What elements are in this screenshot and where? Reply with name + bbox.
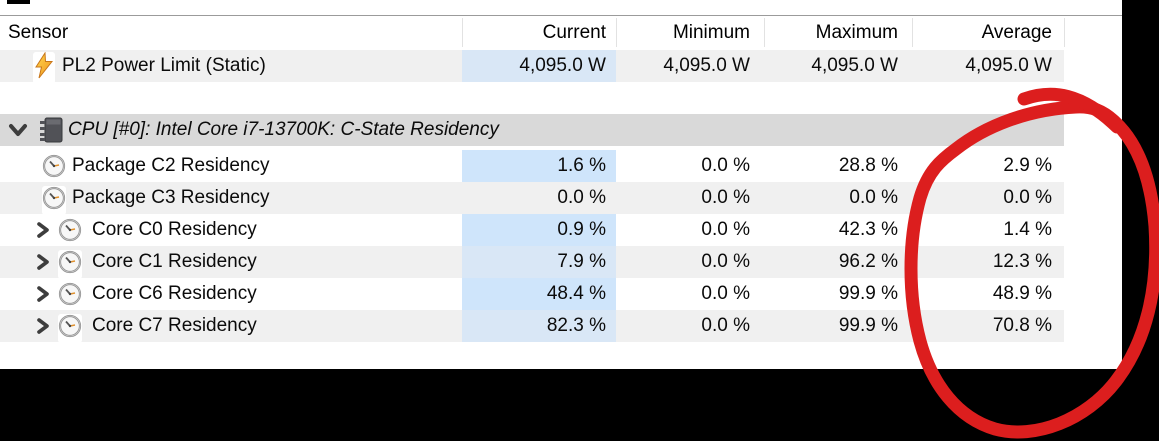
sensor-row[interactable]: Package C2 Residency 1.6 % 0.0 % 28.8 % 2.9 … — [0, 150, 1064, 183]
value-maximum: 0.0 % — [849, 187, 898, 208]
column-header-average[interactable]: Average — [981, 22, 1052, 43]
value-average: 2.9 % — [1003, 155, 1052, 176]
value-current: 1.6 % — [462, 150, 616, 182]
value-average: 48.9 % — [992, 283, 1052, 304]
header-top-border — [0, 15, 1122, 16]
clock-icon — [58, 218, 82, 247]
chip-icon — [38, 116, 64, 149]
value-maximum: 99.9 % — [838, 283, 898, 304]
value-average: 1.4 % — [1003, 219, 1052, 240]
column-divider[interactable] — [462, 18, 463, 47]
chevron-right-icon[interactable] — [36, 221, 50, 244]
value-maximum: 4,095.0 W — [811, 55, 898, 76]
sensor-name: Core C0 Residency — [92, 219, 257, 240]
sensor-name: Core C7 Residency — [92, 315, 257, 336]
sensor-row[interactable]: Package C3 Residency 0.0 % 0.0 % 0.0 % 0.0 % — [0, 182, 1064, 215]
sensor-name: Core C6 Residency — [92, 283, 257, 304]
value-current: 0.0 % — [557, 187, 606, 208]
value-maximum: 96.2 % — [838, 251, 898, 272]
value-minimum: 0.0 % — [701, 187, 750, 208]
value-minimum: 0.0 % — [701, 315, 750, 336]
sensor-row[interactable]: PL2 Power Limit (Static) 4,095.0 W 4,095.0… — [0, 50, 1064, 84]
column-divider[interactable] — [616, 18, 617, 47]
value-current: 48.4 % — [462, 278, 616, 310]
window-edge-fragment — [7, 0, 30, 4]
value-maximum: 28.8 % — [838, 155, 898, 176]
sensor-group-title: CPU [#0]: Intel Core i7-13700K: C-State … — [68, 119, 499, 140]
column-header-sensor[interactable]: Sensor — [8, 22, 69, 43]
value-current: 0.9 % — [462, 214, 616, 246]
value-average: 12.3 % — [992, 251, 1052, 272]
chevron-right-icon[interactable] — [36, 317, 50, 340]
value-average: 70.8 % — [992, 315, 1052, 336]
lightning-icon — [33, 51, 55, 84]
value-maximum: 42.3 % — [838, 219, 898, 240]
value-average: 0.0 % — [1003, 187, 1052, 208]
clock-icon — [42, 186, 66, 215]
sensor-row[interactable]: Core C0 Residency 0.9 % 0.0 % 42.3 % 1.4 % — [0, 214, 1064, 247]
chevron-right-icon[interactable] — [36, 285, 50, 308]
value-minimum: 0.0 % — [701, 283, 750, 304]
table-header-row: Sensor Current Minimum Maximum Average — [0, 16, 1122, 49]
sensor-name: Core C1 Residency — [92, 251, 257, 272]
value-average: 4,095.0 W — [965, 55, 1052, 76]
value-current: 4,095.0 W — [462, 50, 616, 82]
chevron-right-icon[interactable] — [36, 253, 50, 276]
value-minimum: 0.0 % — [701, 251, 750, 272]
sensor-row[interactable]: Core C6 Residency 48.4 % 0.0 % 99.9 % 48.9 % — [0, 278, 1064, 311]
value-minimum: 0.0 % — [701, 219, 750, 240]
sensor-row[interactable]: Core C1 Residency 7.9 % 0.0 % 96.2 % 12.3 % — [0, 246, 1064, 279]
sensor-name: Package C3 Residency — [72, 187, 270, 208]
value-current: 7.9 % — [462, 246, 616, 278]
value-maximum: 99.9 % — [838, 315, 898, 336]
column-divider[interactable] — [764, 18, 765, 47]
value-minimum: 0.0 % — [701, 155, 750, 176]
value-minimum: 4,095.0 W — [663, 55, 750, 76]
clock-icon — [58, 250, 82, 279]
chevron-down-icon[interactable] — [8, 123, 28, 142]
sensor-group-header-row[interactable]: CPU [#0]: Intel Core i7-13700K: C-State … — [0, 114, 1064, 146]
column-header-minimum[interactable]: Minimum — [672, 22, 750, 43]
sensor-name: PL2 Power Limit (Static) — [62, 55, 266, 76]
column-header-maximum[interactable]: Maximum — [815, 22, 898, 43]
sensor-row[interactable]: Core C7 Residency 82.3 % 0.0 % 99.9 % 70.8 % — [0, 310, 1064, 343]
sensor-name: Package C2 Residency — [72, 155, 270, 176]
column-header-current[interactable]: Current — [542, 22, 606, 43]
column-divider[interactable] — [1064, 18, 1065, 47]
clock-icon — [58, 314, 82, 343]
clock-icon — [42, 154, 66, 183]
value-current: 82.3 % — [462, 310, 616, 342]
clock-icon — [58, 282, 82, 311]
column-divider[interactable] — [912, 18, 913, 47]
